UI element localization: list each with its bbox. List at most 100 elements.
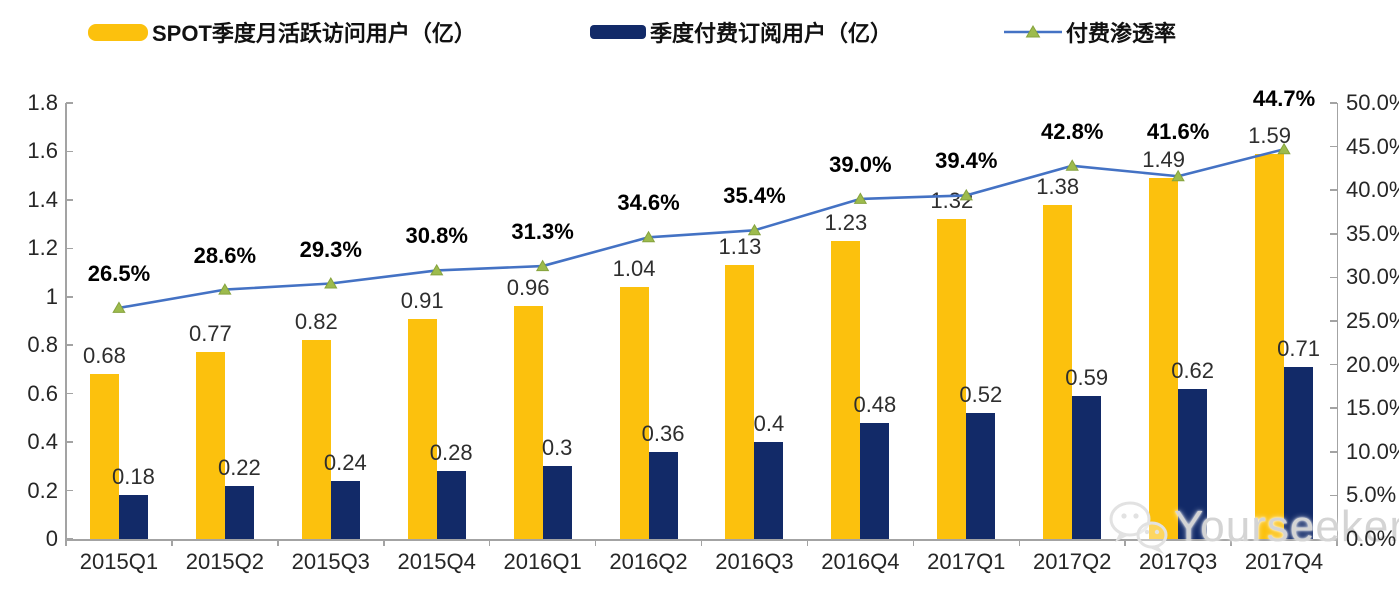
bar-mau: [89, 374, 119, 539]
penetration-label: 29.3%: [299, 236, 362, 262]
triangle-marker-icon: [324, 277, 338, 289]
bar-subs: [966, 413, 996, 539]
y-axis-right-label: 45.0%: [1346, 133, 1399, 159]
watermark-text: Yourseeker: [1174, 502, 1399, 551]
y-axis-left-tick: [66, 199, 73, 201]
y-axis-right-label: 10.0%: [1346, 438, 1399, 464]
bar-subs: [754, 442, 784, 539]
triangle-marker-icon: [430, 263, 444, 276]
y-axis-left-tick: [66, 150, 73, 153]
y-axis-left-label: 0.4: [27, 429, 58, 455]
y-axis-right-tick: [1330, 276, 1337, 279]
bar-subs: [436, 471, 466, 539]
bar-mau: [937, 219, 967, 539]
bar-label-subs: 0.28: [429, 440, 473, 466]
x-axis-category-label: 2017Q1: [927, 549, 1006, 574]
bar-subs: [648, 451, 678, 539]
y-axis-right-label: 50.0%: [1346, 90, 1399, 115]
penetration-label: 34.6%: [617, 190, 680, 216]
penetration-label: 39.4%: [935, 148, 998, 174]
x-axis-tick: [594, 539, 597, 546]
bar-label-mau: 1.32: [930, 188, 974, 214]
legend-swatch-subs-icon: [590, 25, 646, 39]
bar-subs: [330, 480, 360, 539]
penetration-label: 31.3%: [511, 219, 574, 245]
bar-label-mau: 0.96: [506, 275, 550, 301]
x-axis-tick: [1336, 539, 1338, 546]
bar-mau: [619, 287, 649, 539]
x-axis-tick: [277, 539, 279, 546]
bar-subs: [224, 485, 254, 539]
bar-label-mau: 1.49: [1142, 147, 1186, 173]
x-axis-tick: [912, 539, 915, 546]
bar-label-subs: 0.24: [323, 449, 367, 475]
y-axis-left-tick: [66, 538, 73, 540]
y-axis-right-label: 5.0%: [1346, 482, 1397, 508]
legend-item-penetration: 付费渗透率: [1004, 20, 1176, 46]
y-axis-left-tick: [66, 344, 73, 346]
y-axis-left-tick: [66, 392, 73, 395]
legend-line-icon: [1004, 25, 1062, 38]
penetration-label: 39.0%: [829, 151, 892, 177]
x-axis-tick: [171, 539, 173, 546]
triangle-marker-icon: [641, 230, 656, 243]
bar-label-mau: 1.38: [1036, 173, 1080, 199]
bar-label-mau: 1.04: [612, 256, 656, 282]
bar-label-subs: 0.36: [641, 420, 685, 446]
y-axis-right-label: 15.0%: [1346, 395, 1399, 421]
bar-label-subs: 0.52: [959, 382, 1003, 408]
wechat-icon: [1109, 501, 1168, 554]
legend-label-subs: 季度付费订阅用户（亿）: [650, 21, 893, 46]
triangle-marker-icon: [218, 283, 232, 295]
x-axis-category-label: 2016Q2: [609, 549, 688, 574]
y-axis-right-tick: [1330, 538, 1337, 540]
penetration-label: 35.4%: [723, 183, 786, 209]
watermark: Yourseeker: [1108, 498, 1399, 556]
penetration-label: 30.8%: [405, 223, 468, 249]
x-axis-tick: [65, 539, 67, 546]
x-axis-category-label: 2016Q3: [715, 549, 794, 574]
bar-subs: [1178, 388, 1208, 539]
legend-label-mau: SPOT季度月活跃访问用户（亿）: [152, 21, 476, 46]
bar-subs: [1284, 367, 1314, 539]
bar-label-subs: 0.59: [1065, 365, 1109, 391]
y-axis-right-tick: [1330, 102, 1337, 104]
x-axis-category-label: 2016Q4: [821, 549, 900, 574]
y-axis-left-label: 1.6: [27, 138, 58, 164]
bar-mau: [831, 241, 861, 539]
x-axis-category-label: 2015Q1: [79, 549, 159, 574]
x-axis-category-label: 2017Q2: [1033, 549, 1112, 574]
x-axis-category-label: 2016Q1: [503, 549, 582, 574]
penetration-label: 41.6%: [1146, 119, 1210, 145]
legend-label-penetration: 付费渗透率: [1066, 21, 1177, 46]
x-axis-category-label: 2015Q2: [185, 549, 265, 574]
bar-mau: [301, 340, 331, 539]
y-axis-line-left: [65, 103, 67, 540]
triangle-marker-icon: [535, 259, 550, 272]
legend-swatch-mau-icon: [88, 23, 148, 41]
bar-label-subs: 0.48: [853, 391, 897, 417]
bar-label-subs: 0.4: [753, 411, 785, 437]
bar-mau: [513, 306, 543, 539]
x-axis-tick: [1124, 539, 1126, 546]
penetration-label: 28.6%: [193, 242, 257, 268]
y-axis-left-label: 0.8: [27, 332, 58, 358]
penetration-label: 42.8%: [1041, 118, 1104, 144]
y-axis-line-right: [1336, 103, 1338, 540]
y-axis-left-tick: [66, 247, 73, 250]
penetration-label: 26.5%: [87, 260, 151, 286]
x-axis-tick: [1018, 539, 1020, 546]
y-axis-right-label: 35.0%: [1346, 220, 1399, 246]
x-axis-category-label: 2015Q4: [397, 549, 476, 574]
bar-label-mau: 1.13: [718, 234, 762, 260]
y-axis-right-label: 25.0%: [1346, 308, 1399, 333]
x-axis-category-label: 2017Q3: [1138, 549, 1218, 574]
y-axis-right-label: 30.0%: [1346, 264, 1399, 290]
y-axis-left-tick: [66, 296, 73, 298]
legend-item-mau: SPOT季度月活跃访问用户（亿）: [88, 20, 476, 46]
y-axis-left-label: 0.2: [27, 477, 58, 503]
bar-label-subs: 0.71: [1277, 336, 1320, 362]
y-axis-left-label: 1: [45, 283, 58, 309]
bar-label-subs: 0.18: [112, 464, 155, 490]
y-axis-right-tick: [1330, 189, 1337, 191]
